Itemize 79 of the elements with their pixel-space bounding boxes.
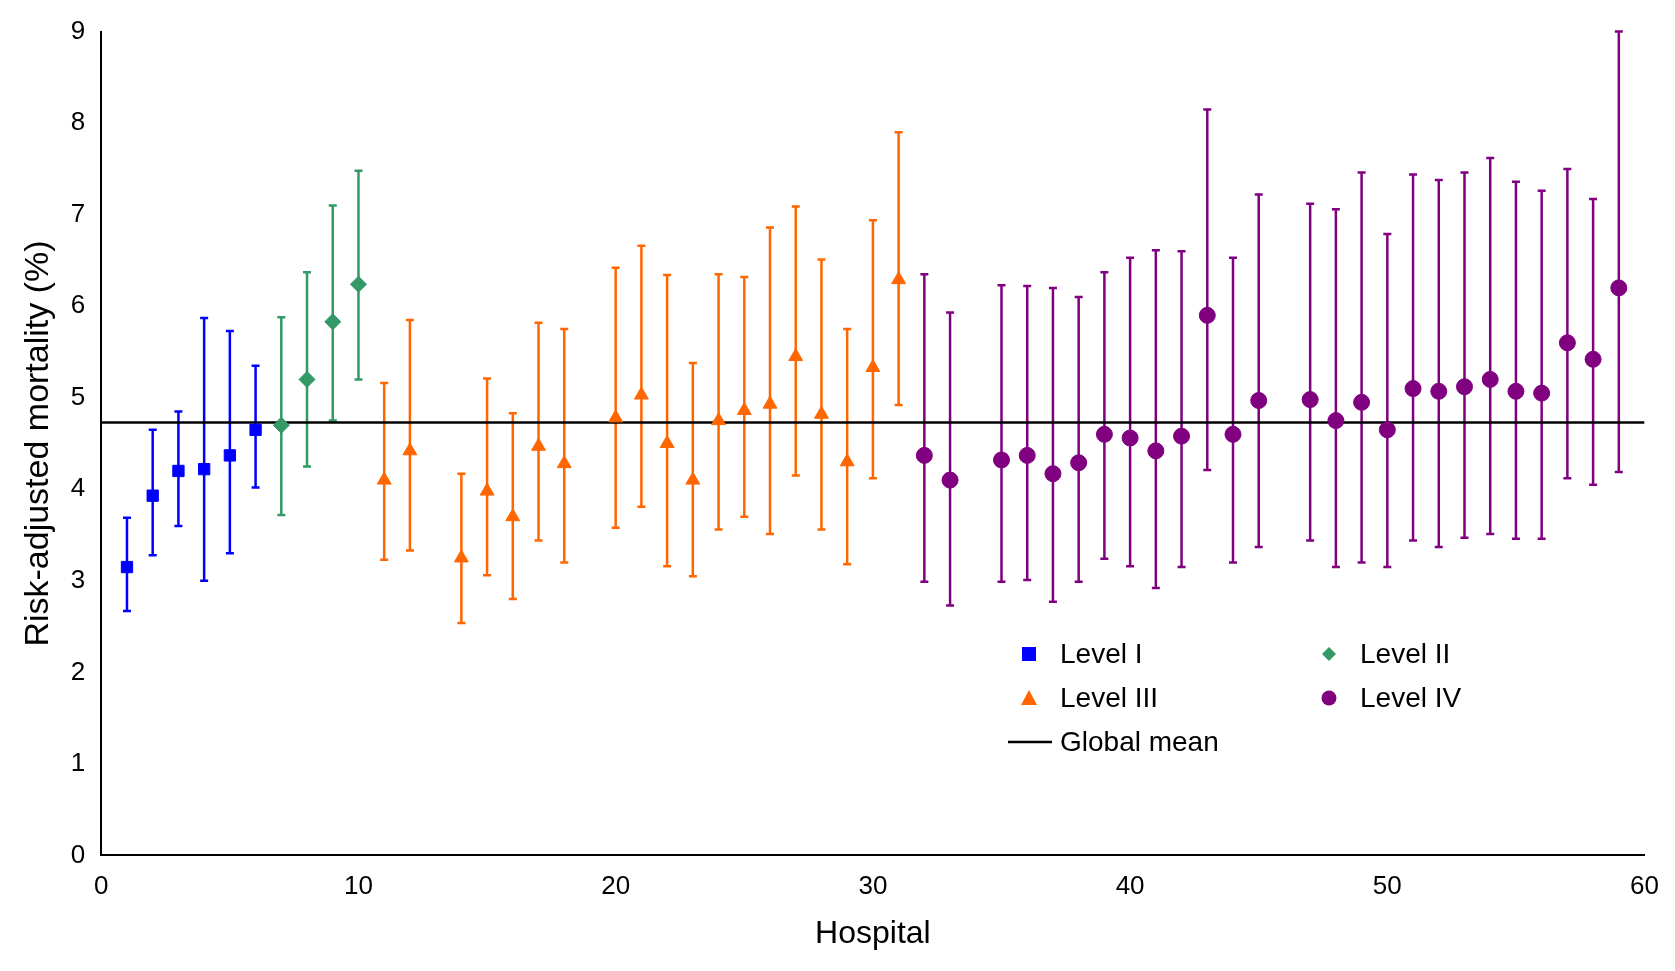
point — [1095, 425, 1113, 443]
x-tick-label: 20 — [601, 870, 631, 901]
point — [865, 359, 881, 373]
point — [376, 471, 392, 485]
point — [1224, 425, 1242, 443]
point — [608, 409, 624, 423]
y-tick-label: 8 — [70, 106, 86, 137]
point — [1507, 382, 1525, 400]
point — [1173, 427, 1191, 445]
legend-label: Level III — [1060, 682, 1159, 714]
point — [814, 405, 829, 419]
point — [172, 464, 185, 478]
y-tick-label: 0 — [70, 838, 86, 869]
point — [1044, 465, 1062, 483]
point — [891, 271, 907, 285]
y-tick-label: 6 — [70, 289, 86, 320]
point — [1455, 378, 1473, 396]
x-tick-label: 40 — [1115, 870, 1145, 901]
point — [1121, 429, 1139, 447]
point — [402, 442, 418, 456]
point — [1250, 391, 1268, 409]
point — [915, 446, 933, 464]
legend-label: Level II — [1360, 638, 1451, 670]
point — [839, 453, 855, 467]
point — [556, 455, 572, 469]
legend-label: Global mean — [1060, 726, 1219, 758]
point — [298, 370, 316, 388]
point — [249, 423, 262, 436]
point — [1404, 380, 1422, 398]
point — [659, 435, 675, 448]
point — [685, 471, 701, 485]
y-tick-label: 2 — [70, 655, 86, 686]
point — [1430, 382, 1448, 400]
point — [788, 348, 804, 362]
point — [1558, 334, 1576, 352]
point — [1018, 446, 1036, 464]
point — [1353, 393, 1371, 411]
point — [1147, 442, 1165, 460]
point — [1070, 454, 1088, 472]
point — [1198, 306, 1216, 324]
point — [272, 416, 290, 434]
point — [1533, 384, 1551, 402]
x-tick-label: 0 — [94, 870, 109, 901]
point — [1584, 350, 1602, 368]
point — [711, 412, 726, 426]
point — [479, 482, 495, 496]
point — [993, 451, 1011, 469]
point — [146, 489, 159, 502]
point — [324, 313, 342, 331]
point — [1378, 421, 1396, 439]
y-tick-label: 3 — [70, 563, 86, 594]
point — [349, 275, 367, 293]
point — [736, 402, 752, 416]
legend-label: Level IV — [1360, 682, 1462, 714]
point — [120, 560, 134, 574]
y-tick-label: 1 — [70, 747, 86, 778]
y-tick-label: 9 — [70, 14, 86, 45]
point — [1481, 370, 1499, 388]
x-tick-label: 30 — [858, 870, 888, 901]
y-tick-label: 7 — [70, 197, 86, 228]
point — [531, 437, 546, 451]
point — [941, 471, 959, 489]
legend-label: Level I — [1060, 638, 1143, 670]
y-axis-title: Risk-adjusted mortality (%) — [16, 240, 55, 647]
point — [1327, 412, 1345, 430]
point — [223, 449, 237, 462]
point — [505, 508, 521, 522]
point — [1610, 279, 1628, 297]
point — [197, 462, 211, 476]
y-tick-label: 5 — [70, 380, 86, 411]
point — [633, 386, 649, 400]
x-tick-label: 50 — [1372, 870, 1402, 901]
point — [1301, 391, 1319, 409]
x-tick-label: 60 — [1630, 870, 1659, 901]
x-tick-label: 10 — [344, 870, 373, 901]
point — [453, 549, 469, 563]
y-tick-label: 4 — [70, 472, 86, 503]
x-axis-title: Hospital — [815, 913, 931, 950]
point — [762, 395, 778, 409]
